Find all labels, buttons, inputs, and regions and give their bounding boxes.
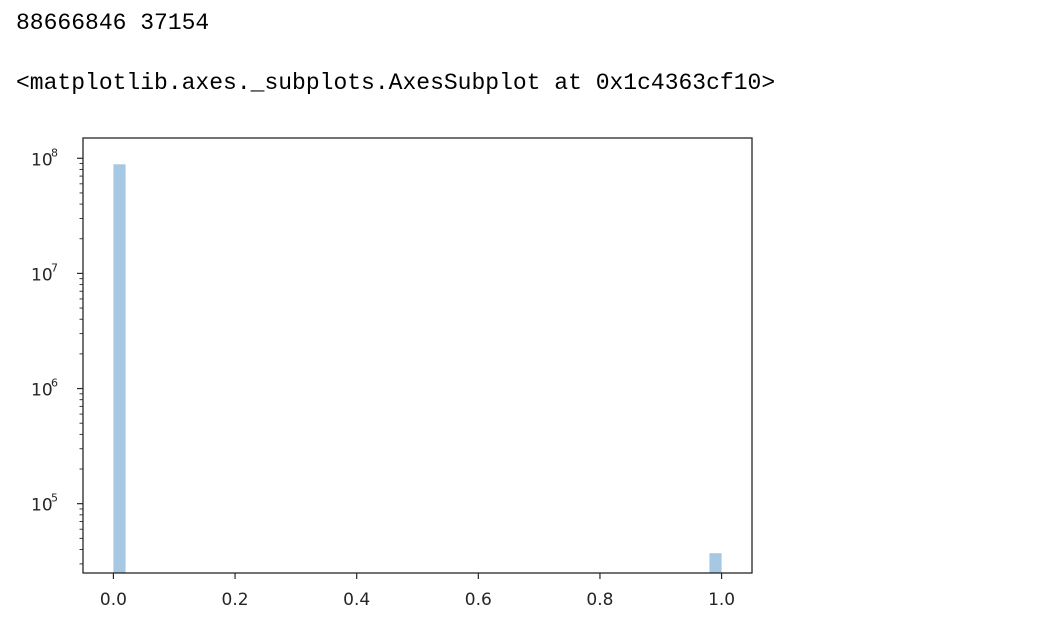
histogram-bar-0 bbox=[113, 164, 126, 574]
x-tick-label: 0.4 bbox=[343, 590, 370, 610]
y-tick-exponent: 8 bbox=[51, 146, 58, 159]
x-axis-ticks: 0.0 0.2 0.4 0.6 0.8 1.0 bbox=[100, 573, 735, 610]
x-tick-label: 1.0 bbox=[708, 590, 735, 610]
y-tick-base: 10 bbox=[31, 496, 53, 516]
y-tick-label: 106 bbox=[31, 377, 58, 401]
y-tick-exponent: 7 bbox=[51, 261, 58, 274]
y-tick-label: 105 bbox=[31, 492, 58, 516]
stdout-text: 88666846 37154 bbox=[16, 10, 210, 36]
y-tick-base: 10 bbox=[31, 265, 53, 285]
y-tick-base: 10 bbox=[31, 150, 53, 170]
histogram-bar-1 bbox=[709, 553, 722, 573]
bars-layer bbox=[113, 164, 722, 574]
x-tick-label: 0.8 bbox=[586, 590, 613, 610]
x-tick-label: 0.2 bbox=[222, 590, 249, 610]
y-tick-label: 108 bbox=[31, 146, 58, 170]
x-tick-label: 0.6 bbox=[465, 590, 492, 610]
y-tick-label: 107 bbox=[31, 261, 58, 285]
axes-repr-text: <matplotlib.axes._subplots.AxesSubplot a… bbox=[16, 70, 776, 96]
axes-frame bbox=[82, 137, 753, 574]
x-tick-label: 0.0 bbox=[100, 590, 127, 610]
y-tick-exponent: 6 bbox=[51, 377, 58, 390]
y-minor-ticks bbox=[79, 163, 83, 565]
y-tick-exponent: 5 bbox=[51, 492, 58, 505]
y-tick-base: 10 bbox=[31, 381, 53, 401]
